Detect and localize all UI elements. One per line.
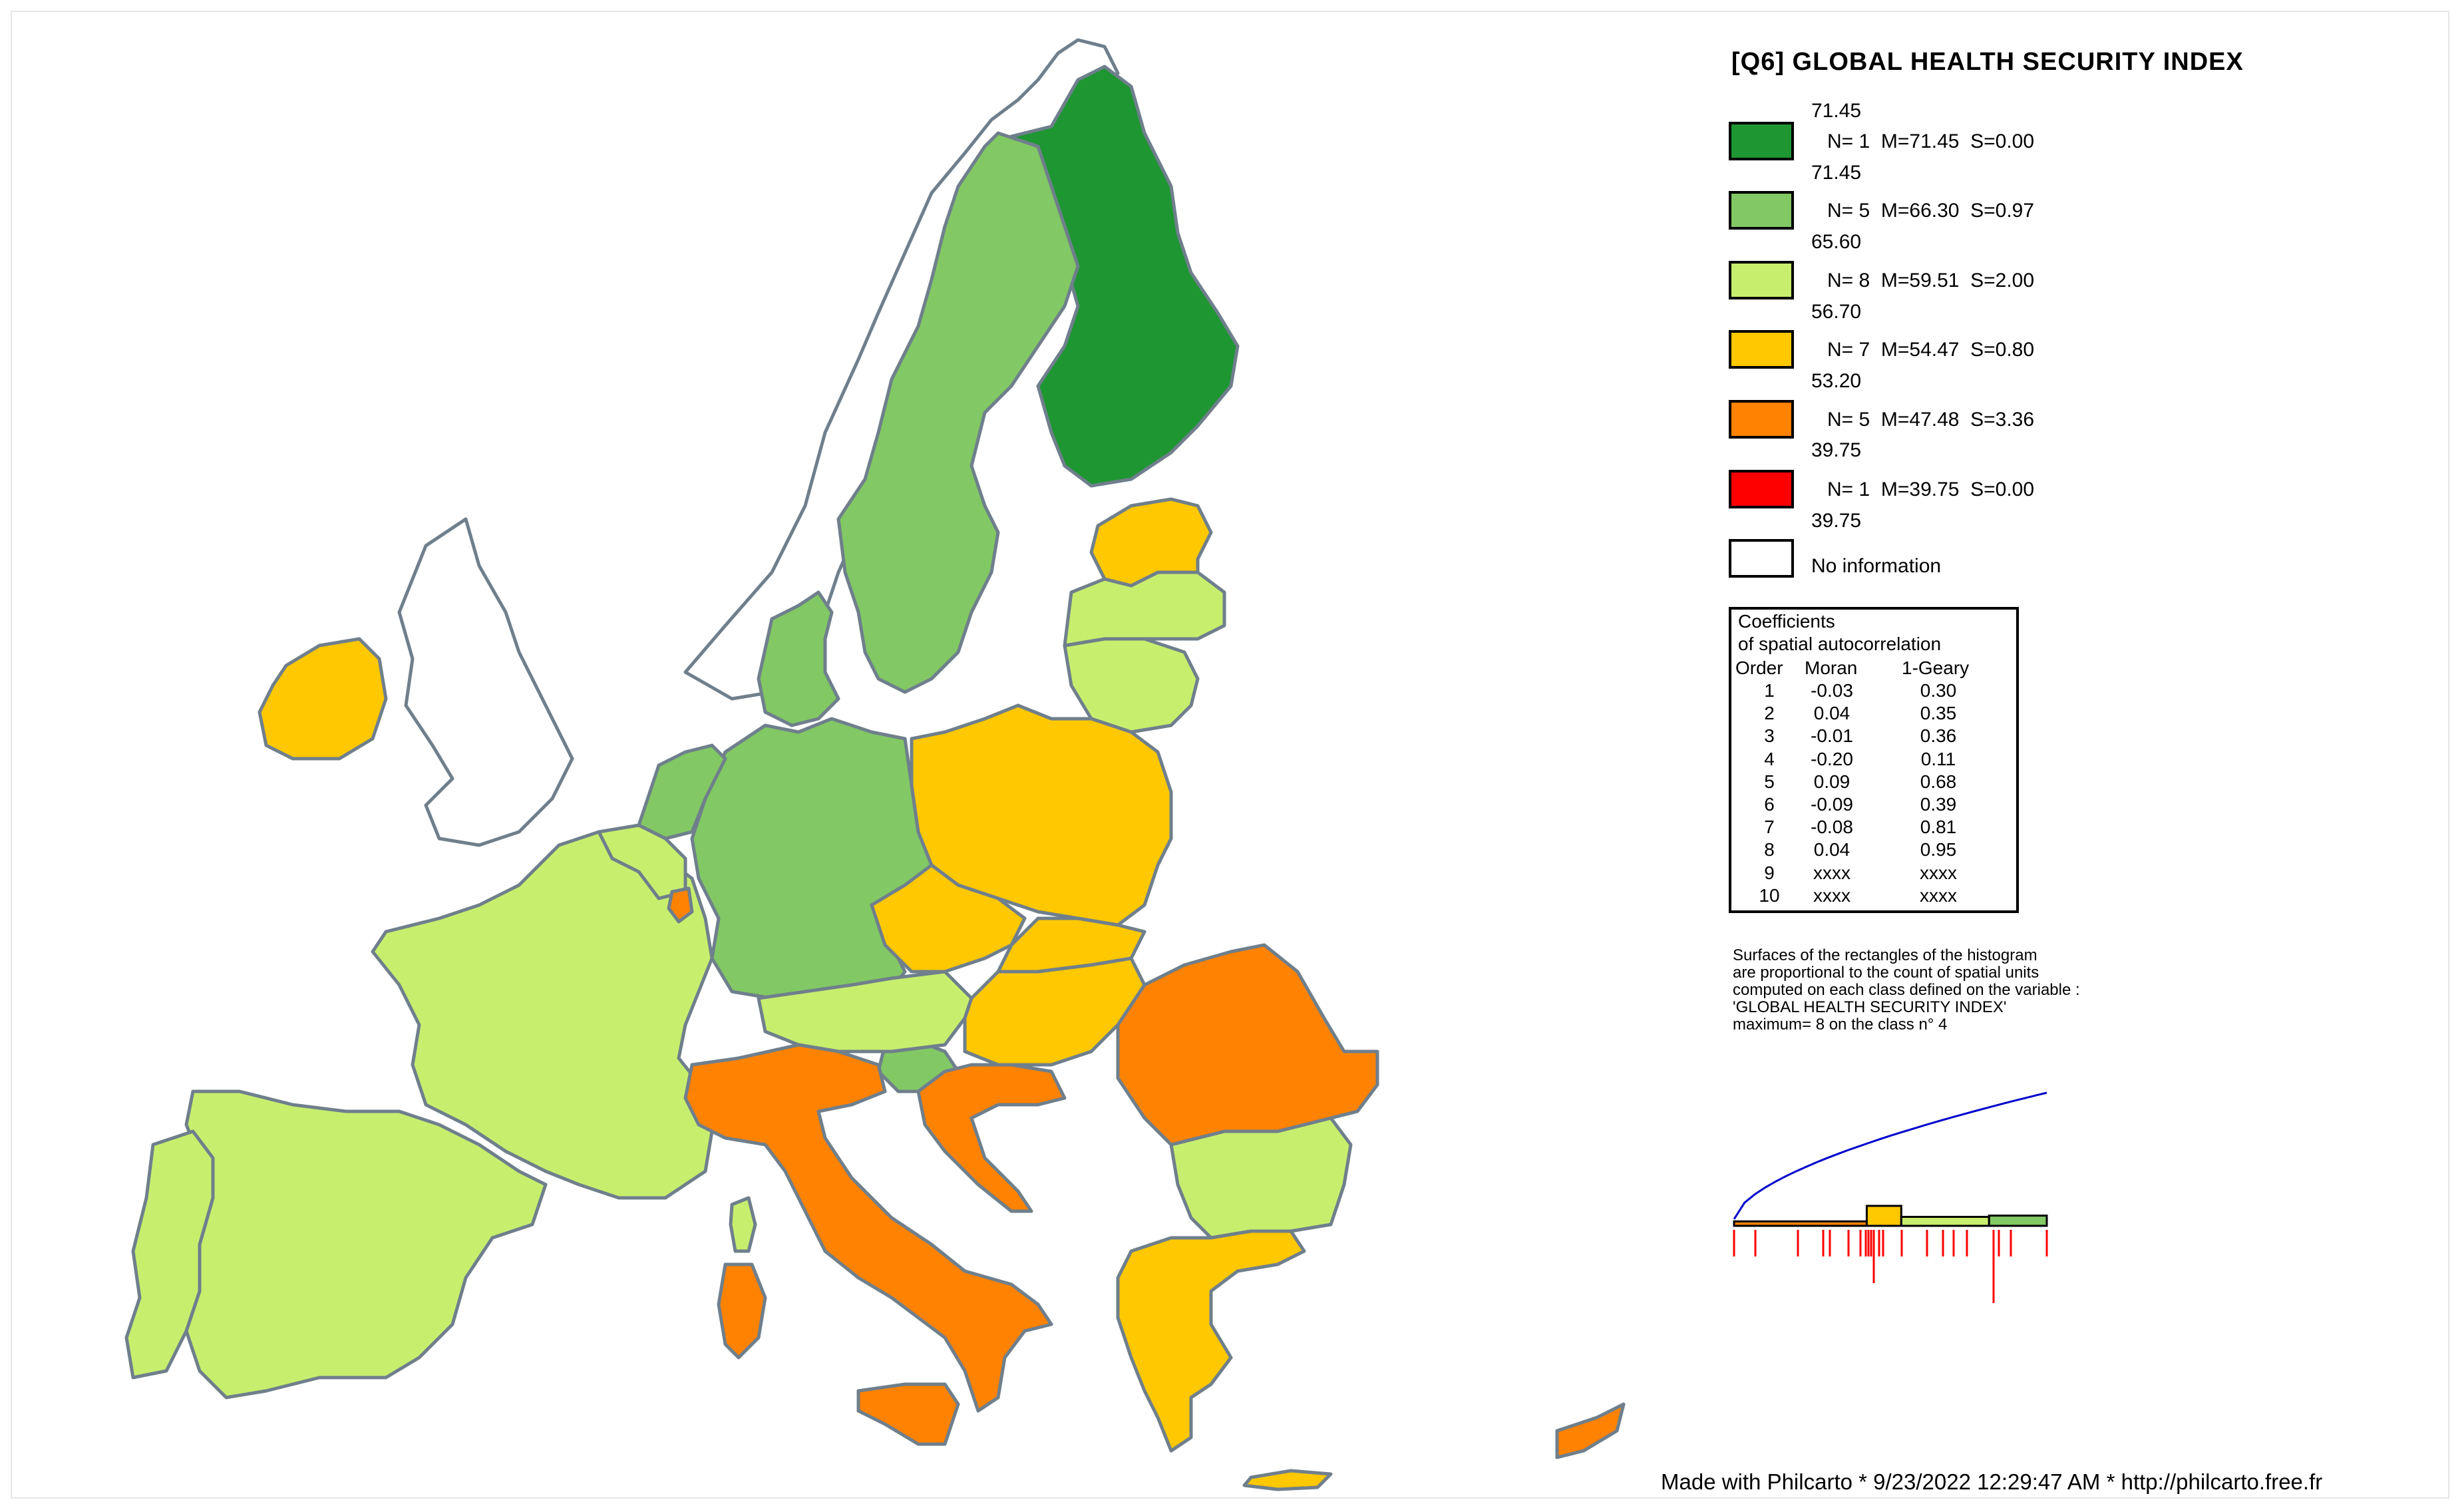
region-croatia [916, 1063, 1067, 1213]
region-portugal [124, 1129, 215, 1380]
coef-order-2: 2 [1764, 703, 1775, 724]
region-romania [1116, 943, 1379, 1147]
region-sicily [856, 1382, 960, 1446]
coef-moran-4: -0.20 [1811, 748, 1853, 769]
coef-order-8: 8 [1764, 839, 1775, 860]
coef-order-1: 1 [1764, 680, 1775, 701]
coef-geary-6: 0.39 [1920, 794, 1957, 815]
coef-moran-10: xxxx [1813, 884, 1850, 906]
coef-order-6: 6 [1764, 794, 1775, 815]
histogram-note-line-1: Surfaces of the rectangles of the histog… [1733, 946, 2037, 964]
histogram-bar-2 [1865, 1205, 1902, 1227]
histogram-bar-1 [1733, 1220, 1868, 1227]
region-uk-no-info [397, 517, 574, 847]
coef-geary-7: 0.81 [1920, 817, 1957, 838]
legend-break-4: 56.70 [1811, 301, 1862, 323]
legend-stats-class-5: N= 5 M=47.48 S=3.36 [1827, 409, 2035, 431]
map-frame [11, 11, 2449, 1499]
region-sardinia [717, 1262, 767, 1360]
legend-stats-class-4: N= 7 M=54.47 S=0.80 [1827, 339, 2035, 361]
coef-moran-2: 0.04 [1813, 703, 1850, 724]
coef-order-3: 3 [1764, 725, 1775, 747]
legend-break-6: 39.75 [1811, 439, 1862, 461]
coef-geary-9: xxxx [1920, 862, 1957, 883]
coef-geary-5: 0.68 [1920, 771, 1957, 792]
coef-geary-8: 0.95 [1920, 839, 1957, 860]
legend-stats-class-6: N= 1 M=39.75 S=0.00 [1827, 478, 2035, 500]
region-czechia [870, 863, 1027, 974]
coef-order-7: 7 [1764, 817, 1775, 838]
coef-moran-1: -0.03 [1811, 680, 1853, 701]
legend-break-5: 53.20 [1811, 370, 1862, 392]
coef-moran-8: 0.04 [1813, 839, 1850, 860]
legend-break-2: 71.45 [1811, 162, 1862, 184]
legend-break-1: 71.45 [1811, 100, 1862, 122]
coef-moran-9: xxxx [1813, 862, 1850, 883]
histogram-bar-4 [1988, 1215, 2048, 1227]
coef-col-geary: 1-Geary [1902, 658, 1970, 678]
coef-moran-3: -0.01 [1811, 725, 1853, 747]
region-sweden [836, 131, 1080, 694]
map-title: [Q6] GLOBAL HEALTH SECURITY INDEX [1731, 48, 2244, 76]
coef-col-order: Order [1735, 658, 1783, 678]
legend-swatch-class-3 [1729, 261, 1794, 299]
legend-swatch-class-4 [1729, 330, 1794, 369]
coef-geary-1: 0.30 [1920, 680, 1957, 701]
credit-line: Made with Philcarto * 9/23/2022 12:29:47… [1661, 1469, 2323, 1494]
legend-break-7: 39.75 [1811, 510, 1862, 532]
legend-no-info-label: No information [1811, 555, 1942, 577]
region-france [371, 830, 714, 1200]
histogram-bar-3 [1900, 1216, 1990, 1227]
histogram-note-line-3: computed on each class defined on the va… [1733, 981, 2080, 999]
coef-order-5: 5 [1764, 771, 1775, 792]
region-estonia [1089, 497, 1213, 588]
histogram [1733, 1091, 2048, 1303]
histogram-cumulative-line [1733, 1091, 2047, 1220]
coef-col-moran: Moran [1805, 658, 1858, 678]
legend-swatch-class-5 [1729, 400, 1794, 439]
histogram-note-line-2: are proportional to the count of spatial… [1733, 964, 2039, 982]
legend-stats-class-1: N= 1 M=71.45 S=0.00 [1827, 130, 2035, 152]
region-corsica [729, 1196, 757, 1253]
legend-break-3: 65.60 [1811, 231, 1862, 253]
region-italy [683, 1043, 1053, 1413]
coef-moran-7: -0.08 [1811, 817, 1853, 838]
histogram-note-line-4: 'GLOBAL HEALTH SECURITY INDEX' [1733, 998, 2007, 1016]
legend-swatch-class-6 [1729, 470, 1794, 508]
legend-stats-class-2: N= 5 M=66.30 S=0.97 [1827, 200, 2035, 222]
region-ireland [258, 637, 388, 761]
histogram-note-line-5: maximum= 8 on the class n° 4 [1733, 1016, 1948, 1034]
legend-swatch-no-info [1729, 539, 1794, 578]
legend-stats-class-3: N= 8 M=59.51 S=2.00 [1827, 270, 2035, 291]
region-crete [1242, 1469, 1333, 1491]
coef-geary-10: xxxx [1920, 884, 1957, 906]
region-greece [1116, 1229, 1306, 1453]
autocorrelation-table: Coefficients of spatial autocorrelation … [1729, 607, 2019, 913]
region-cyprus [1555, 1402, 1626, 1459]
coef-order-10: 10 [1759, 884, 1780, 906]
coef-order-4: 4 [1764, 748, 1775, 769]
coef-order-9: 9 [1764, 862, 1775, 883]
coef-heading-2: of spatial autocorrelation [1738, 634, 1942, 654]
region-denmark [757, 590, 840, 727]
coef-geary-3: 0.36 [1920, 725, 1957, 747]
coef-geary-4: 0.11 [1920, 748, 1956, 769]
legend-swatch-class-2 [1729, 191, 1794, 230]
coef-heading-1: Coefficients [1738, 611, 1835, 632]
coef-moran-6: -0.09 [1811, 794, 1853, 815]
region-luxembourg [667, 886, 694, 924]
coef-geary-2: 0.35 [1920, 703, 1957, 724]
coef-moran-5: 0.09 [1813, 771, 1850, 792]
legend-swatch-class-1 [1729, 122, 1794, 160]
